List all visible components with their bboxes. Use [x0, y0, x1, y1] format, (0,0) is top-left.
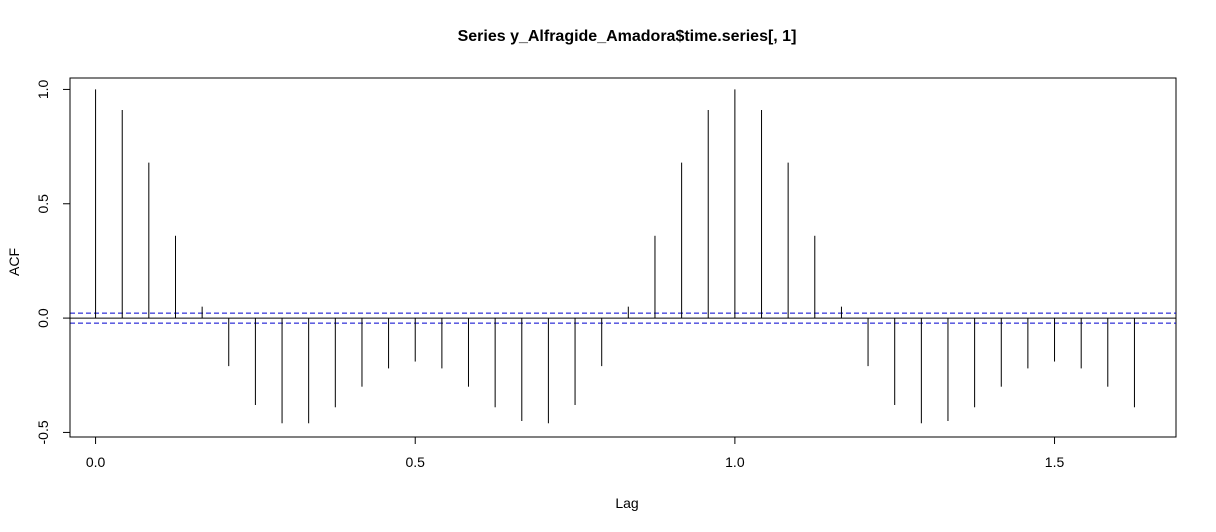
acf-bars: [70, 89, 1176, 424]
x-tick-label: 1.0: [725, 454, 745, 470]
x-axis-label: Lag: [615, 495, 638, 511]
plot-frame: [69, 77, 1177, 438]
y-tick-label: 0.0: [35, 308, 51, 328]
y-tick-label: 1.0: [35, 79, 51, 99]
x-tick-label: 1.5: [1045, 454, 1065, 470]
y-tick-label: -0.5: [35, 420, 51, 444]
chart-title: Series y_Alfragide_Amadora$time.series[,…: [458, 28, 797, 45]
y-axis-label: ACF: [6, 248, 22, 276]
confidence-bounds: [70, 312, 1176, 324]
x-tick-label: 0.5: [405, 454, 425, 470]
x-axis: 0.0 0.5 1.0 1.5: [86, 436, 1065, 470]
y-axis: -0.5 0.0 0.5 1.0: [35, 79, 71, 444]
x-tick-label: 0.0: [86, 454, 106, 470]
y-tick-label: 0.5: [35, 194, 51, 214]
